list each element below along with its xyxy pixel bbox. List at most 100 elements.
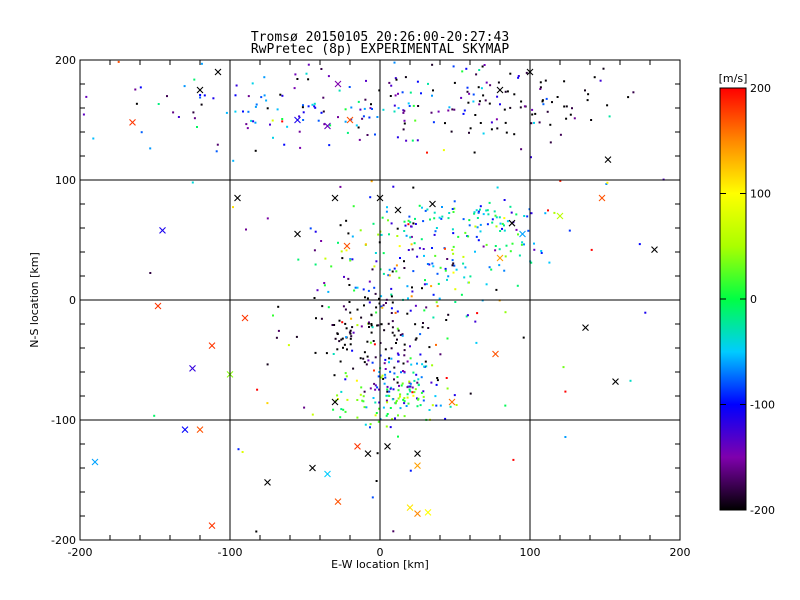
data-point (414, 338, 417, 341)
data-point (525, 71, 528, 74)
data-point (377, 233, 380, 236)
data-point (356, 399, 359, 401)
data-point (476, 312, 479, 315)
data-point (299, 146, 302, 149)
data-point (369, 423, 372, 426)
data-point (407, 102, 410, 105)
x-tick-label: 0 (377, 546, 384, 559)
data-point (392, 388, 395, 391)
data-point (314, 106, 317, 109)
data-point (541, 99, 544, 102)
data-point (281, 94, 284, 97)
data-point (408, 381, 411, 384)
data-point (411, 290, 414, 293)
data-point (254, 105, 257, 108)
data-point (395, 399, 398, 402)
data-point (333, 324, 336, 326)
data-point (498, 216, 501, 219)
data-point (339, 224, 342, 227)
data-point (602, 67, 605, 70)
data-point (452, 262, 455, 265)
data-point (484, 99, 487, 102)
data-point (399, 407, 402, 410)
data-point (371, 496, 374, 499)
data-point (347, 277, 350, 280)
data-point (521, 241, 524, 244)
data-point (370, 323, 373, 325)
data-point (477, 210, 480, 213)
data-point (417, 397, 420, 400)
data-point (509, 205, 512, 208)
data-point (356, 324, 359, 327)
data-point (166, 95, 168, 98)
data-point-cross (429, 200, 436, 208)
data-point (453, 207, 456, 210)
data-point (485, 283, 488, 286)
data-point (397, 389, 400, 392)
data-point (395, 264, 398, 267)
data-point (281, 120, 284, 123)
data-point (547, 209, 549, 212)
data-point (409, 309, 412, 312)
data-point (422, 322, 424, 324)
y-tick-label: -100 (51, 414, 76, 427)
data-point-cross (414, 510, 421, 517)
data-point (534, 112, 537, 115)
data-point (438, 297, 441, 300)
data-point (380, 295, 383, 298)
data-point (503, 224, 505, 227)
data-point (421, 326, 424, 329)
data-point (473, 212, 476, 215)
data-point (378, 407, 381, 410)
data-point (363, 351, 366, 354)
data-point (391, 326, 394, 329)
data-point (398, 276, 401, 279)
data-point (453, 81, 456, 84)
data-point (380, 376, 383, 379)
data-point (269, 123, 271, 126)
data-point (444, 267, 447, 270)
data-point (307, 78, 310, 81)
data-point (374, 356, 377, 359)
data-point (587, 93, 590, 96)
data-point (419, 333, 422, 336)
colorbar-tick-label: 0 (750, 293, 757, 306)
data-point (149, 272, 152, 274)
data-point (474, 250, 476, 253)
data-point (394, 417, 396, 420)
data-point (410, 225, 412, 228)
data-point (256, 388, 259, 391)
data-point (559, 133, 562, 136)
data-point (344, 308, 347, 311)
data-point (387, 219, 389, 222)
data-point-cross (582, 324, 589, 331)
colorbar-ticks: 200 100 0 -100 -200 (720, 82, 775, 517)
data-point (384, 376, 387, 379)
data-point (281, 118, 284, 120)
data-point (544, 212, 547, 215)
data-point (416, 139, 419, 142)
data-point (439, 266, 442, 269)
data-point (593, 76, 596, 79)
data-point (349, 311, 352, 314)
data-point (434, 254, 437, 257)
data-point (504, 121, 507, 124)
data-point (401, 382, 404, 385)
data-point (344, 372, 347, 375)
data-point (405, 405, 408, 407)
data-point (435, 301, 438, 304)
data-point (363, 107, 366, 110)
data-point (519, 106, 522, 109)
data-point (320, 317, 323, 320)
data-point (313, 297, 316, 299)
data-point (433, 233, 436, 236)
data-point (382, 377, 385, 380)
data-point (410, 363, 413, 366)
data-point (363, 304, 365, 307)
data-point (387, 322, 390, 325)
data-point (378, 371, 381, 373)
data-point (408, 215, 411, 218)
data-point (396, 235, 399, 237)
data-point (389, 370, 392, 373)
data-point (436, 379, 439, 382)
